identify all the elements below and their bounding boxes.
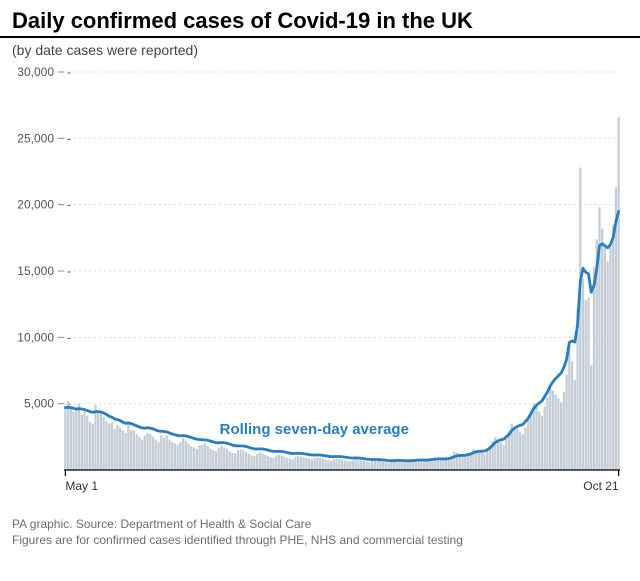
svg-text:25,000: 25,000 (17, 131, 54, 145)
title-rule (0, 36, 640, 38)
chart-area: 5,000-10,000-15,000-20,000-25,000-30,000… (0, 62, 640, 512)
svg-text:-: - (67, 264, 71, 278)
chart-subtitle: (by date cases were reported) (0, 42, 640, 62)
source-line-1: PA graphic. Source: Department of Health… (0, 512, 640, 532)
svg-text:5,000: 5,000 (24, 397, 54, 411)
svg-text:May 1: May 1 (65, 479, 98, 493)
svg-text:-: - (67, 65, 71, 79)
svg-text:Oct 21: Oct 21 (583, 479, 619, 493)
svg-text:-: - (67, 330, 71, 344)
source-line-2: Figures are for confirmed cases identifi… (0, 532, 640, 548)
svg-text:15,000: 15,000 (17, 264, 54, 278)
svg-text:20,000: 20,000 (17, 198, 54, 212)
svg-text:10,000: 10,000 (17, 330, 54, 344)
svg-text:30,000: 30,000 (17, 65, 54, 79)
chart-svg: 5,000-10,000-15,000-20,000-25,000-30,000… (0, 62, 640, 512)
svg-text:-: - (67, 131, 71, 145)
chart-title: Daily confirmed cases of Covid-19 in the… (0, 0, 640, 34)
svg-text:Rolling seven-day average: Rolling seven-day average (220, 421, 409, 438)
svg-text:-: - (67, 198, 71, 212)
